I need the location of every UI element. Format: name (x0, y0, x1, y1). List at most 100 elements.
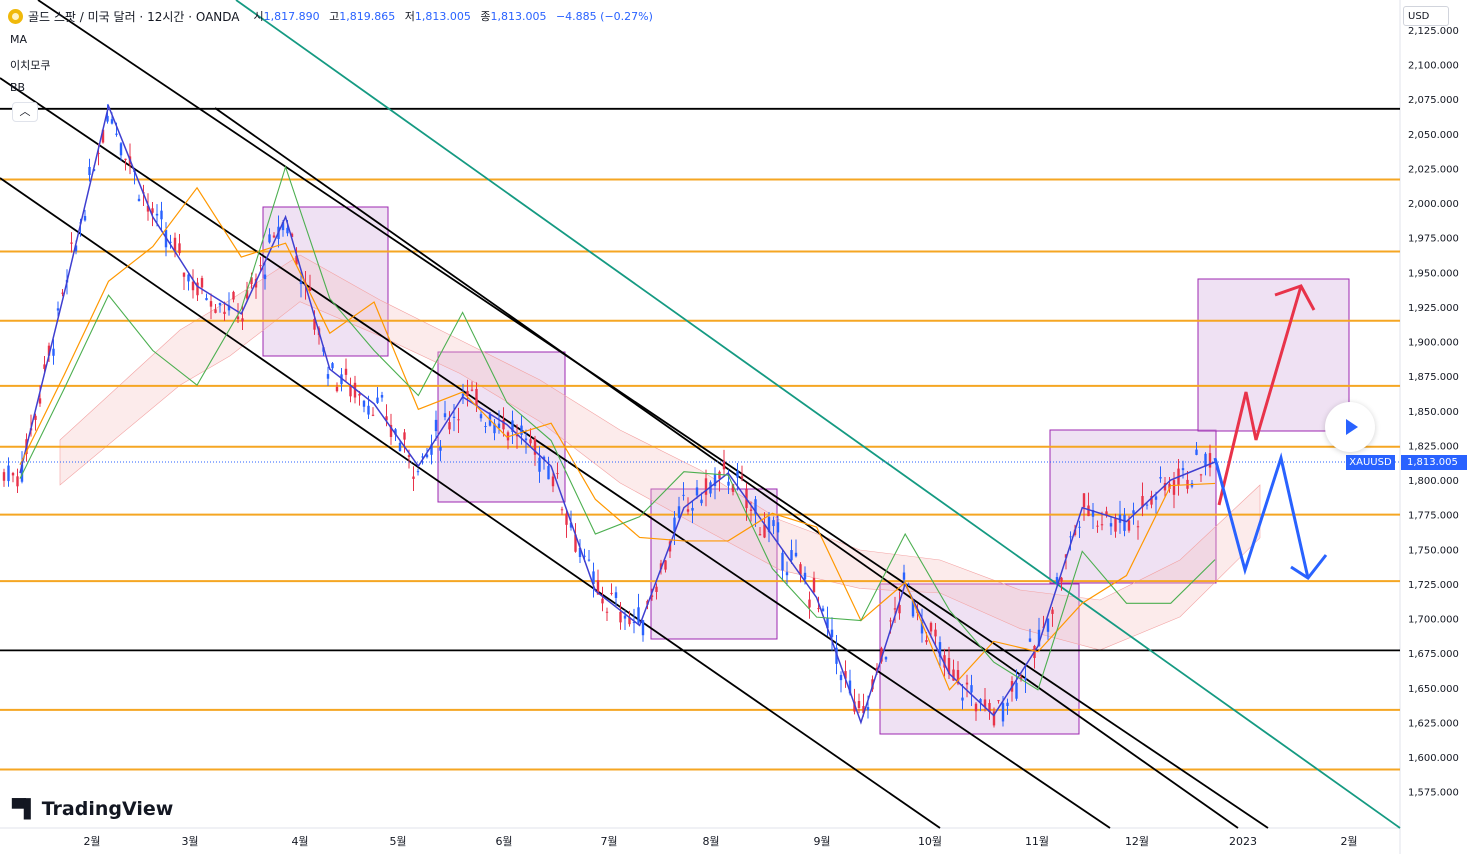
indicator-ma[interactable]: MA (10, 33, 28, 46)
price-tick-label: 2,100.000 (1408, 61, 1459, 72)
price-tick-label: 1,900.000 (1408, 338, 1459, 349)
bearish-projection-arrow[interactable] (1213, 452, 1310, 579)
channel-trend-line[interactable] (0, 177, 941, 829)
high-value: 1,819.865 (339, 10, 396, 23)
candle-body (146, 205, 150, 212)
candle-body (776, 522, 780, 533)
candle-body (601, 598, 604, 604)
teal-trend-line[interactable] (235, 0, 1401, 829)
candle-body (1168, 483, 1171, 489)
price-tick-label: 1,950.000 (1408, 268, 1459, 279)
moving-average-long-line (19, 165, 1216, 691)
candle-body (187, 274, 190, 282)
price-axis[interactable] (1400, 0, 1467, 854)
channel-trend-line[interactable] (37, 0, 1269, 829)
candle-body (988, 703, 991, 712)
channel-trend-line[interactable] (0, 77, 1111, 829)
candle-body (97, 152, 100, 154)
candle-body (560, 509, 564, 511)
price-tick-label: 1,850.000 (1408, 407, 1459, 418)
consolidation-box (1197, 278, 1350, 432)
time-tick-label: 2월 (83, 835, 100, 848)
candle-body (902, 572, 906, 580)
candle-body (700, 499, 703, 504)
candle-body (52, 348, 55, 356)
ohlc-readout: 시1,817.890 고1,819.865 저1,813.005 종1,813.… (253, 10, 653, 23)
candle-body (250, 277, 253, 285)
candle-body (578, 547, 582, 557)
price-tick-label: 1,775.000 (1408, 511, 1459, 522)
price-tick-label: 1,600.000 (1408, 753, 1459, 764)
chevron-up-icon: ︿ (19, 105, 31, 118)
indicator-bb[interactable]: BB (10, 81, 26, 94)
candle-body (299, 281, 303, 285)
candle-body (218, 302, 222, 306)
consolidation-box (437, 351, 566, 503)
candle-body (952, 669, 955, 681)
candle-body (884, 657, 888, 660)
candle-body (119, 143, 123, 156)
candle-body (385, 416, 388, 421)
collapse-indicators-button[interactable]: ︿ (12, 102, 38, 122)
candle-body (596, 580, 600, 595)
candle-body (1114, 518, 1117, 532)
candle-body (992, 711, 996, 726)
candle-body (425, 454, 429, 458)
candle-body (182, 272, 186, 277)
candle-body (889, 620, 892, 622)
candle-body (740, 476, 744, 478)
candle-body (893, 608, 897, 610)
candle-body (470, 389, 474, 391)
symbol-description[interactable]: 골드 스팟 / 미국 달러 · 12시간 · OANDA (28, 9, 240, 24)
price-tick-label: 1,725.000 (1408, 580, 1459, 591)
candle-body (569, 522, 573, 528)
indicator-ichimoku[interactable]: 이치모쿠 (10, 59, 51, 72)
candle-body (898, 605, 901, 614)
channel-trend-line[interactable] (214, 107, 1239, 829)
candle-body (1019, 677, 1023, 680)
candle-body (817, 608, 820, 610)
candle-body (529, 439, 532, 444)
price-tick-label: 2,075.000 (1408, 95, 1459, 106)
candle-body (826, 617, 829, 629)
time-tick-label: 3월 (181, 835, 198, 848)
candle-body (124, 158, 127, 160)
price-tick-label: 1,625.000 (1408, 718, 1459, 729)
price-tick-label: 1,825.000 (1408, 441, 1459, 452)
price-tick-label: 1,875.000 (1408, 372, 1459, 383)
candle-body (295, 255, 298, 265)
price-tick-label: 1,800.000 (1408, 476, 1459, 487)
candle-body (1154, 496, 1158, 500)
candle-body (106, 115, 109, 122)
candle-body (412, 476, 415, 479)
candle-body (970, 685, 973, 693)
bullish-projection-arrow[interactable] (1217, 285, 1303, 506)
candle-body (214, 309, 217, 313)
candle-body (799, 564, 802, 575)
candle-body (650, 595, 654, 597)
candle-body (1136, 526, 1140, 528)
currency-button[interactable]: USD (1403, 6, 1449, 26)
scroll-to-realtime-button[interactable] (1325, 402, 1375, 452)
price-tick-label: 1,675.000 (1408, 649, 1459, 660)
candle-body (371, 414, 375, 416)
candle-body (137, 198, 141, 202)
candle-body (376, 397, 379, 403)
candle-body (857, 701, 861, 708)
candle-body (209, 301, 213, 307)
symbol-price-tag: XAUUSD (1346, 455, 1395, 470)
candle-body (812, 578, 816, 593)
candle-body (1208, 453, 1212, 468)
time-tick-label: 12월 (1125, 835, 1149, 848)
candle-body (452, 416, 456, 418)
candle-body (1105, 511, 1108, 515)
candle-body (331, 363, 334, 369)
candle-body (583, 555, 586, 557)
candle-body (268, 234, 271, 243)
candle-body (722, 460, 726, 470)
candle-body (767, 517, 771, 533)
candle-body (1123, 514, 1126, 531)
candle-body (727, 481, 730, 486)
candle-body (308, 287, 312, 291)
